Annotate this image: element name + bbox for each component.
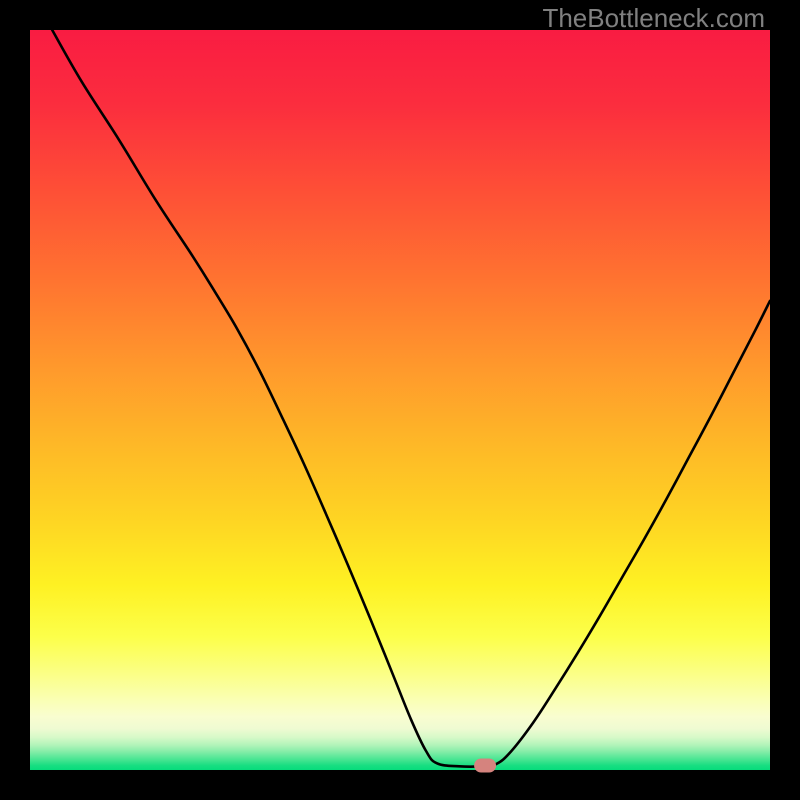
plot-background — [30, 30, 770, 770]
watermark-text: TheBottleneck.com — [542, 3, 765, 33]
optimum-marker — [474, 759, 496, 773]
bottleneck-chart: TheBottleneck.com — [0, 0, 800, 800]
